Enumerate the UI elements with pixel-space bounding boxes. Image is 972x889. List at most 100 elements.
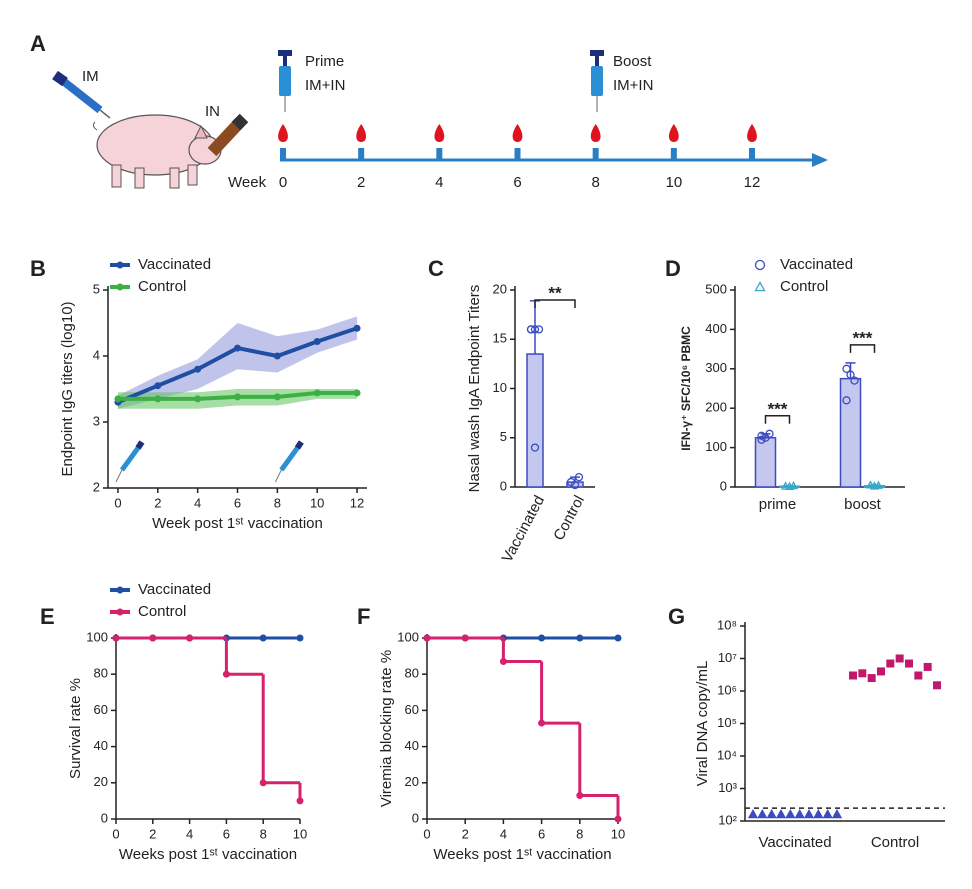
point [765,429,774,438]
point [313,337,321,345]
point [576,791,584,799]
y-tick-label: 100 [705,439,727,454]
y-axis-label: Viral DNA copy/mL [694,661,711,787]
y-tick-label: 10⁴ [717,747,737,762]
y-tick-label: 10⁶ [717,682,737,697]
x-tick-label: 4 [186,826,193,841]
x-tick-label: 0 [114,495,121,510]
week-tick-label: 12 [744,174,761,191]
significance-bracket [534,299,576,308]
timeline-tick [592,148,599,160]
y-tick-label: 10 [493,380,507,395]
point [259,779,267,787]
point [757,431,766,440]
point [788,480,799,490]
legend-marker [116,608,124,616]
timeline-tick [436,148,443,160]
legend-label: Control [138,603,186,620]
point [112,634,120,642]
week-tick-label: 10 [665,174,682,191]
point [234,344,241,352]
point [530,325,540,334]
significance-label: *** [853,328,873,347]
point [273,352,281,360]
y-axis-label: IFN-γ⁺ SFC/10⁶ PBMC [679,326,693,451]
blood-drop [590,124,601,142]
y-tick-label: 60 [94,702,108,717]
y-tick-label: 40 [94,738,108,753]
panel-label: C [428,256,444,281]
week-tick-label: 2 [357,174,365,191]
panel-label: E [40,604,55,629]
x-tick-label: prime [759,496,797,513]
y-tick-label: 20 [94,774,108,789]
x-tick-label: 6 [234,495,241,510]
x-tick-label: 4 [500,826,507,841]
blood-drop [434,124,445,142]
point [499,658,507,666]
legend-marker [754,259,766,271]
x-tick-label: 12 [350,495,364,510]
panel-label: B [30,256,46,281]
y-axis-label: Endpoint IgG titers (log10) [59,301,76,476]
x-tick-label: 10 [611,826,625,841]
x-tick-label: Vaccinated [499,493,548,566]
point [933,681,941,690]
x-tick-label: 2 [149,826,156,841]
route-label: IM [82,68,99,85]
point [867,674,876,683]
point [114,395,122,403]
x-tick-label: 6 [223,826,230,841]
point [154,395,162,403]
legend-marker [116,586,124,594]
point [842,364,851,373]
point [259,634,267,642]
y-tick-label: 5 [500,429,507,444]
blood-drop [512,124,523,142]
point [757,809,768,819]
point [822,809,833,819]
syringe-icon [294,440,304,450]
panel-label: D [665,256,681,281]
y-tick-label: 80 [94,666,108,681]
point [461,634,469,642]
point [194,395,202,403]
timeline-tick [514,148,521,160]
y-tick-label: 0 [101,810,108,825]
point [423,634,431,642]
x-axis-label: Weeks post 1ˢᵗ vaccination [119,846,297,863]
point [877,667,885,676]
point [842,396,851,405]
panel-label: F [357,604,370,629]
y-axis-label: Nasal wash IgA Endpoint Titers [466,285,483,493]
significance-label: ** [548,283,562,302]
point [530,443,540,452]
week-label: Week [228,174,267,191]
y-tick-label: 400 [705,321,727,336]
pig [92,114,222,189]
x-tick-label: boost [844,496,882,513]
timeline-tick [670,148,677,160]
y-axis-label: Viremia blocking rate % [378,650,395,807]
point [794,809,805,819]
legend-label: Vaccinated [138,256,211,273]
point [576,634,584,642]
significance-bracket [764,415,791,424]
point [850,376,859,385]
significance-bracket [849,344,876,353]
y-tick-label: 20 [405,774,419,789]
y-tick-label: 10² [718,812,737,827]
point [849,671,857,680]
point [775,809,787,819]
point [865,480,876,489]
y-tick-label: 10³ [718,780,737,795]
x-tick-label: Control [550,493,588,544]
x-tick-label: 8 [260,826,267,841]
bar [754,437,777,488]
point [222,670,230,678]
blood-drop [356,124,367,142]
syringe-needle [115,469,123,483]
bar [526,353,544,488]
point [766,809,777,819]
panel-label: A [30,31,46,56]
